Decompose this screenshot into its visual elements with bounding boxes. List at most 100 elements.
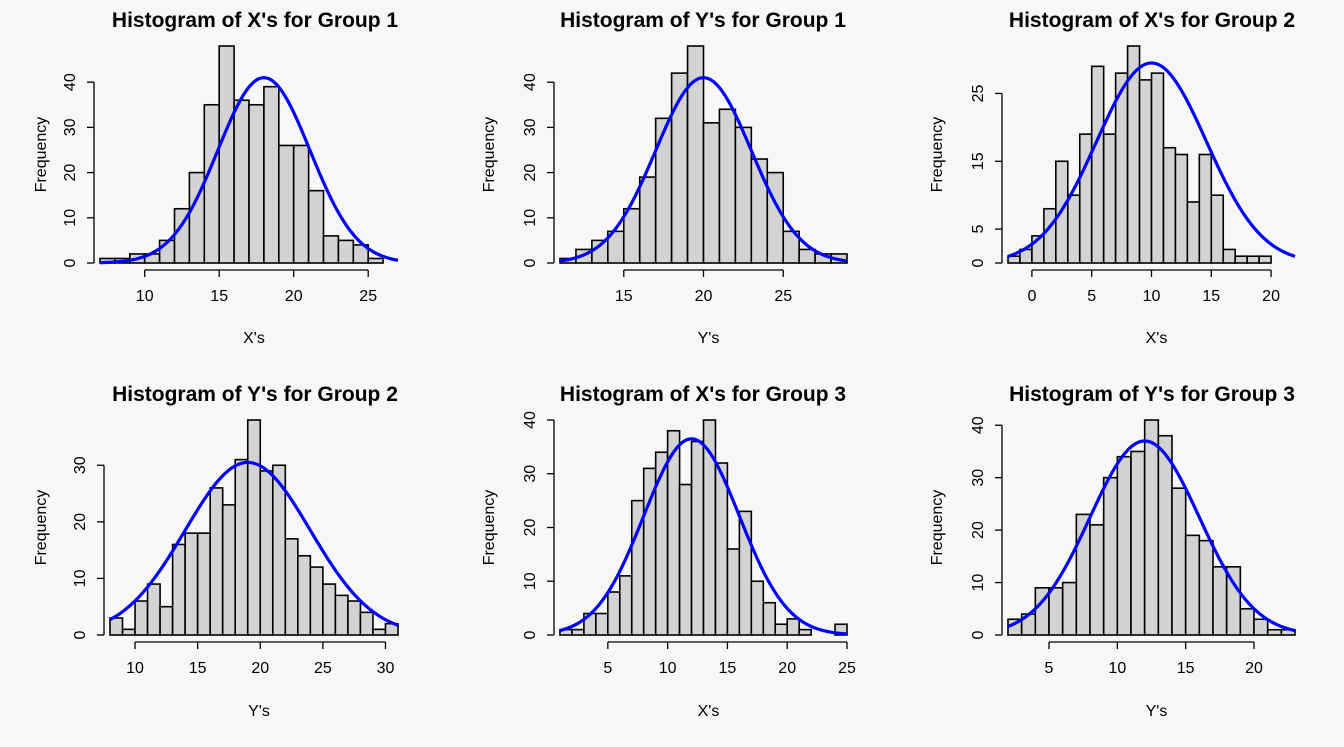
- histogram-bar: [184, 532, 199, 636]
- y-axis-label: Frequency: [929, 117, 946, 193]
- x-axis-label: Y's: [698, 330, 720, 347]
- histogram-bar: [1089, 524, 1105, 636]
- x-axis-label: Y's: [1146, 703, 1168, 720]
- x-tick-label: 10: [659, 660, 677, 677]
- x-tick-label: 25: [838, 660, 856, 677]
- normal-density-curve: [1007, 61, 1296, 258]
- histogram-bar: [347, 600, 362, 636]
- histogram-bar: [1258, 255, 1272, 264]
- x-tick-label: 10: [136, 288, 154, 305]
- x-tick-label: 15: [210, 288, 228, 305]
- histogram-bar: [1157, 434, 1173, 636]
- histogram-bar: [263, 85, 280, 264]
- histogram-bar: [1210, 194, 1225, 264]
- chart-title: Histogram of Y's for Group 2: [112, 383, 398, 406]
- histogram-bar: [221, 504, 237, 636]
- histogram-bar: [750, 580, 765, 636]
- histogram-bar: [307, 189, 325, 264]
- y-tick-label: 40: [522, 73, 539, 91]
- y-tick-label: 20: [62, 164, 79, 182]
- histogram-bar: [1150, 72, 1165, 264]
- histogram-panel-1: 10 15 20 25 0 10 20 30 40 Histogram of X's for Gr…: [33, 9, 398, 347]
- histogram-bar: [121, 628, 136, 636]
- histogram-bar: [1043, 207, 1057, 264]
- x-tick-label: 15: [1202, 288, 1220, 305]
- histogram-bar: [1212, 566, 1228, 636]
- histogram-bar: [782, 230, 800, 264]
- y-axis-label: Frequency: [481, 117, 498, 193]
- histogram-bar: [196, 532, 211, 636]
- x-tick-label: 10: [1143, 288, 1161, 305]
- x-tick-label: 20: [1262, 288, 1280, 305]
- x-tick-label: 10: [1108, 660, 1126, 677]
- histogram-bar: [1102, 476, 1119, 636]
- chart-title: Histogram of X's for Group 1: [112, 9, 399, 32]
- y-tick-label: 20: [970, 521, 987, 539]
- histogram-bar: [1174, 153, 1189, 264]
- histogram-bar: [678, 483, 693, 636]
- histogram-bar: [1061, 581, 1078, 636]
- y-tick-label: 20: [72, 513, 89, 531]
- histogram-bar: [774, 623, 789, 636]
- histogram-bar: [690, 440, 705, 636]
- y-tick-label: 20: [522, 519, 539, 537]
- x-tick-label: 15: [189, 660, 207, 677]
- histogram-bar: [1048, 587, 1064, 636]
- histogram-bar: [1239, 607, 1255, 636]
- x-tick-label: 30: [377, 660, 395, 677]
- histogram-bar: [372, 628, 387, 636]
- histogram-bar: [1116, 455, 1132, 636]
- y-tick-label: 15: [970, 152, 987, 170]
- x-tick-label: 20: [778, 660, 796, 677]
- y-tick-label: 30: [522, 465, 539, 483]
- histogram-bar: [1253, 618, 1269, 636]
- x-tick-label: 25: [314, 660, 332, 677]
- y-tick-label: 10: [72, 569, 89, 587]
- histogram-bar: [1266, 628, 1283, 636]
- histogram-bar: [1198, 153, 1213, 264]
- x-tick-label: 25: [359, 288, 377, 305]
- histogram-bar: [1143, 419, 1160, 636]
- chart-title: Histogram of X's for Group 2: [1009, 9, 1295, 32]
- y-tick-label: 0: [970, 630, 987, 639]
- y-tick-label: 0: [62, 258, 79, 267]
- histogram-bar: [359, 611, 374, 636]
- chart-title: Histogram of Y's for Group 1: [560, 9, 846, 32]
- histogram-bar: [292, 144, 310, 264]
- histogram-bar: [726, 548, 741, 636]
- x-tick-label: 25: [774, 288, 792, 305]
- y-tick-label: 0: [72, 630, 89, 639]
- histogram-bar: [571, 628, 585, 636]
- histogram-bar: [1114, 72, 1129, 264]
- x-tick-label: 5: [1045, 660, 1054, 677]
- y-tick-label: 30: [62, 118, 79, 136]
- y-tick-label: 30: [522, 118, 539, 136]
- normal-density-curve: [559, 76, 848, 263]
- histogram-bar: [1130, 450, 1146, 636]
- y-tick-label: 40: [522, 411, 539, 429]
- x-tick-label: 5: [603, 660, 612, 677]
- normal-density-curve: [109, 460, 399, 627]
- histogram-bar: [702, 122, 721, 264]
- histogram-panel-3: 0 5 10 15 20 0 5 15 25 Histogram of X's for Group…: [929, 9, 1296, 347]
- histogram-bar: [762, 601, 777, 636]
- x-tick-label: 15: [615, 288, 633, 305]
- y-tick-label: 10: [522, 572, 539, 590]
- y-axis-label: Frequency: [33, 490, 50, 566]
- x-tick-label: 15: [1177, 660, 1195, 677]
- histogram-bar: [248, 103, 265, 264]
- histogram-bar: [159, 605, 174, 636]
- x-tick-label: 20: [1245, 660, 1263, 677]
- histogram-bar: [284, 538, 299, 636]
- x-tick-label: 20: [695, 288, 713, 305]
- x-axis-label: X's: [1146, 330, 1168, 347]
- y-tick-label: 30: [970, 469, 987, 487]
- histogram-bar: [1162, 146, 1177, 264]
- histogram-bar: [607, 591, 621, 636]
- y-axis-label: Frequency: [481, 490, 498, 566]
- y-tick-label: 25: [970, 84, 987, 102]
- histogram-bar: [1184, 534, 1201, 636]
- y-tick-label: 40: [62, 73, 79, 91]
- histogram-bar: [334, 594, 349, 636]
